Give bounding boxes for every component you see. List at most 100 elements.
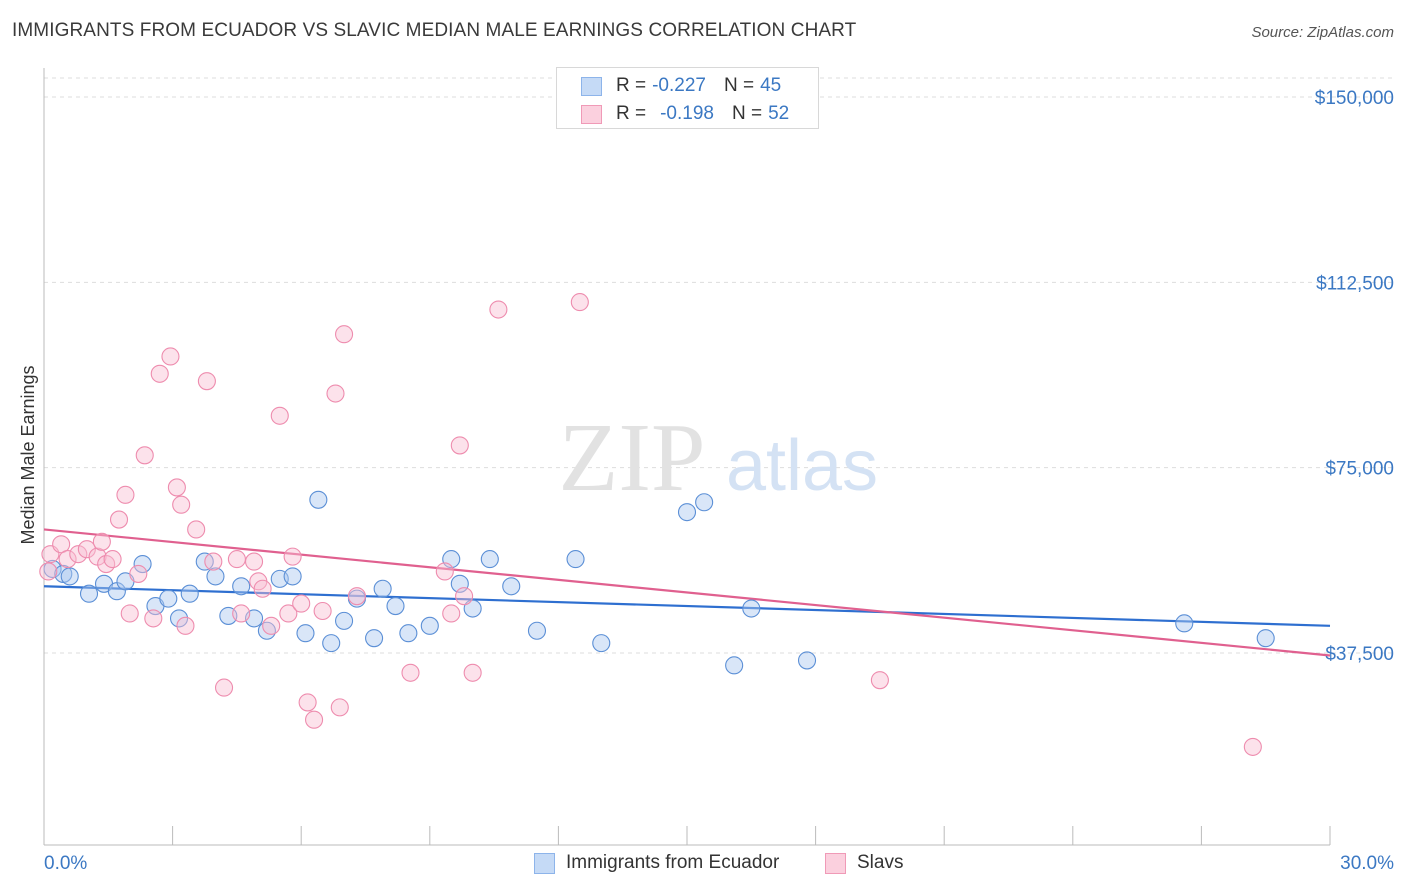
slavs-point bbox=[292, 594, 311, 613]
ecuador-point bbox=[677, 503, 697, 522]
slavs-point bbox=[262, 616, 281, 635]
x-tick-label: 0.0% bbox=[44, 853, 87, 874]
ecuador-point bbox=[180, 584, 199, 603]
legend-swatch-ecuador bbox=[581, 76, 602, 96]
series-legend-slavs[interactable]: Slavs bbox=[825, 852, 903, 874]
x-tick-label: 30.0% bbox=[1340, 853, 1394, 874]
series-legend-label: Slavs bbox=[857, 852, 904, 873]
chart-title: IMMIGRANTS FROM ECUADOR VS SLAVIC MEDIAN… bbox=[12, 20, 857, 41]
n-label: N = bbox=[731, 103, 763, 124]
series-legend-label: Immigrants from Ecuador bbox=[566, 852, 780, 873]
axes bbox=[43, 68, 1331, 846]
slavs-point bbox=[270, 406, 289, 425]
slavs-point bbox=[39, 562, 58, 581]
slavs-point bbox=[244, 552, 264, 571]
ecuador-point bbox=[1256, 629, 1275, 648]
watermark-atlas: atlas bbox=[726, 426, 878, 506]
slavs-point bbox=[214, 678, 234, 697]
watermark-zip: ZIP bbox=[559, 404, 706, 512]
ecuador-point bbox=[502, 577, 521, 596]
ecuador-point bbox=[169, 609, 189, 628]
ecuador-point bbox=[322, 634, 341, 653]
slavs-point bbox=[279, 604, 298, 623]
slavs-point bbox=[1243, 737, 1262, 756]
watermark: ZIP atlas bbox=[559, 404, 879, 512]
slavs-point bbox=[570, 293, 589, 312]
slavs-point bbox=[109, 510, 129, 529]
y-tick-label: $150,000 bbox=[1315, 88, 1394, 109]
ecuador-point bbox=[335, 611, 354, 630]
trend-lines bbox=[43, 528, 1331, 657]
ecuador-point bbox=[797, 651, 817, 670]
ecuador-point bbox=[480, 550, 499, 569]
ecuador-point bbox=[133, 554, 152, 574]
ecuador-point bbox=[399, 624, 418, 643]
r-value: -0.198 bbox=[660, 103, 714, 124]
slavs-point bbox=[330, 698, 349, 717]
ecuador-point bbox=[283, 567, 302, 586]
ecuador-point bbox=[566, 550, 585, 569]
slavs-point bbox=[489, 300, 508, 319]
slavs-point bbox=[204, 552, 223, 571]
slavs-point bbox=[144, 609, 163, 628]
slavs-point bbox=[150, 364, 169, 383]
slavs-point bbox=[197, 372, 216, 391]
slavs-point bbox=[135, 446, 154, 465]
slavs-point bbox=[253, 579, 272, 598]
ecuador-trend-line bbox=[43, 585, 1331, 627]
slavs-point bbox=[347, 587, 366, 606]
stats-legend: R = -0.227 N = 45 R = -0.198 N = 52 bbox=[556, 67, 819, 129]
slavs-point bbox=[442, 604, 461, 623]
slavs-point bbox=[450, 436, 469, 455]
ecuador-point bbox=[79, 584, 99, 603]
slavs-point bbox=[176, 616, 195, 635]
ecuador-point bbox=[695, 493, 714, 512]
data-points bbox=[39, 293, 1275, 756]
ecuador-point bbox=[386, 596, 405, 616]
ecuador-point bbox=[373, 579, 392, 598]
ecuador-point bbox=[725, 656, 744, 675]
slavs-point bbox=[77, 540, 96, 559]
n-label: N = bbox=[723, 75, 755, 96]
stats-legend-row-slavs: R = -0.198 N = 52 bbox=[581, 101, 789, 127]
ecuador-point bbox=[742, 599, 761, 618]
ecuador-point bbox=[206, 567, 225, 586]
slavs-point bbox=[120, 604, 139, 623]
slavs-point bbox=[172, 495, 191, 514]
ecuador-point bbox=[309, 490, 328, 509]
slavs-point bbox=[227, 550, 246, 569]
ecuador-point bbox=[1175, 614, 1194, 633]
ecuador-point bbox=[232, 577, 251, 596]
ecuador-point bbox=[463, 599, 482, 618]
slavs-trend-line bbox=[43, 528, 1331, 657]
slavs-point bbox=[305, 710, 324, 729]
y-tick-label: $37,500 bbox=[1325, 644, 1394, 665]
ecuador-point bbox=[159, 589, 178, 608]
slavs-point bbox=[116, 485, 135, 504]
slavs-point bbox=[870, 671, 889, 690]
slavs-point bbox=[463, 663, 482, 682]
stats-legend-row-ecuador: R = -0.227 N = 45 bbox=[581, 73, 781, 99]
slavs-point bbox=[129, 564, 148, 583]
legend-swatch-ecuador bbox=[534, 852, 555, 874]
slavs-point bbox=[69, 545, 88, 564]
r-label: R = bbox=[616, 103, 647, 124]
slavs-point bbox=[435, 562, 454, 581]
n-value: 52 bbox=[768, 103, 790, 124]
slavs-point bbox=[313, 601, 332, 621]
slavs-point bbox=[103, 550, 122, 569]
r-value: -0.227 bbox=[652, 75, 706, 96]
slavs-point bbox=[92, 532, 111, 551]
slavs-point bbox=[167, 478, 186, 497]
axis-labels: $37,500 $75,000 $112,500 $150,000 0.0% 30.0% M… bbox=[18, 88, 1394, 874]
slavs-point bbox=[283, 547, 302, 566]
ecuador-point bbox=[365, 629, 384, 648]
slavs-point bbox=[455, 587, 474, 606]
ecuador-point bbox=[60, 567, 79, 586]
y-tick-label: $112,500 bbox=[1316, 273, 1394, 294]
legend-swatch-slavs bbox=[581, 104, 602, 124]
ecuador-point bbox=[592, 634, 611, 653]
gridlines bbox=[44, 77, 1394, 654]
ecuador-point bbox=[527, 621, 547, 640]
series-legend-ecuador[interactable]: Immigrants from Ecuador bbox=[534, 852, 779, 874]
